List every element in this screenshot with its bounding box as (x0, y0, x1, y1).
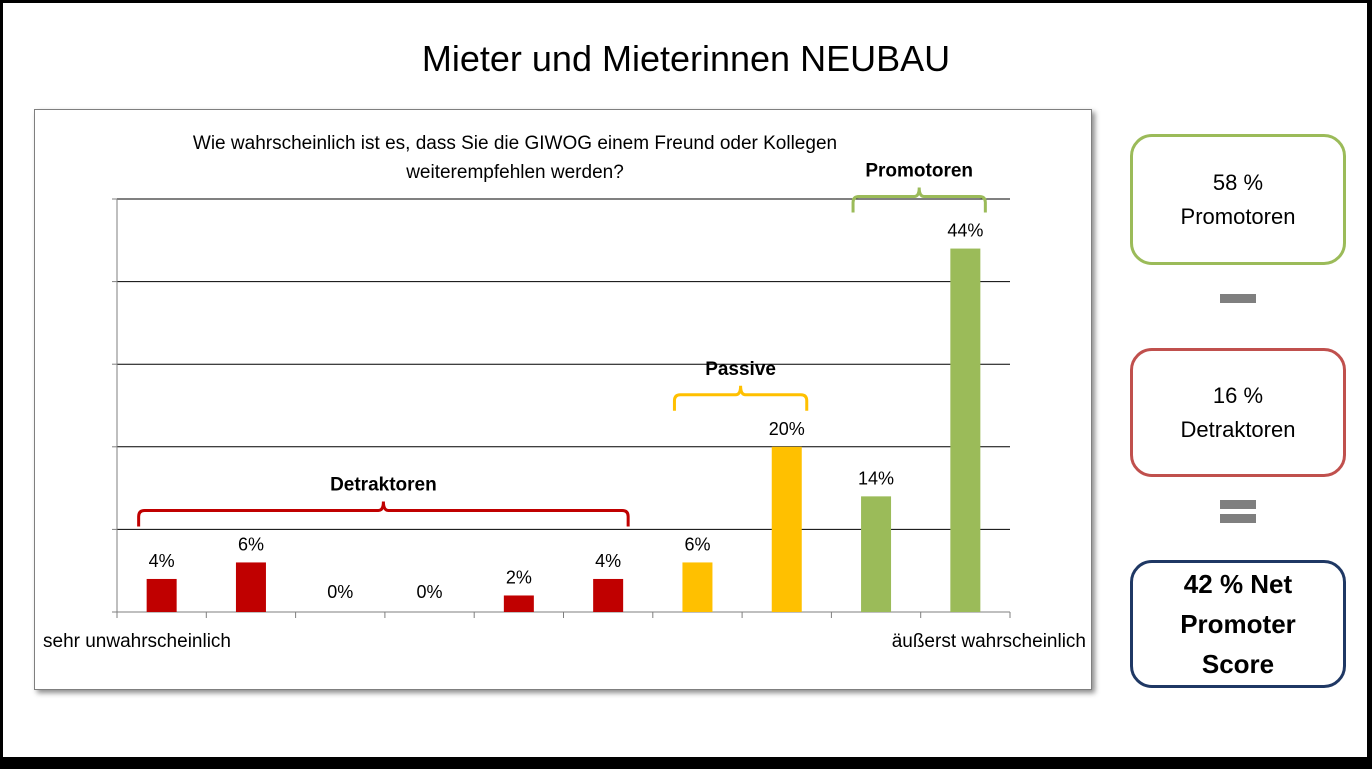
data-label: 2% (506, 567, 532, 587)
detraktoren-percent: 16 % (1212, 382, 1264, 408)
bar-5 (503, 595, 534, 612)
data-label: 6% (238, 534, 264, 554)
promotoren-percent: 58 % (1212, 169, 1264, 195)
nps-summary-box: 42 % Net Promoter Score (1130, 560, 1346, 688)
data-label: 4% (595, 551, 621, 571)
group-label-detraktoren: Detraktoren (330, 474, 437, 495)
data-label: 20% (769, 419, 805, 439)
data-label: 0% (327, 582, 353, 602)
bar-8 (771, 446, 802, 612)
bar-7 (682, 562, 713, 612)
group-label-passive: Passive (705, 359, 776, 380)
x-left-label: sehr unwahrscheinlich (43, 631, 231, 652)
bar-1 (146, 578, 177, 612)
bar-2 (235, 562, 266, 612)
chart-title-line-2: weiterempfehlen werden? (406, 162, 624, 183)
chart-panel: Wie wahrscheinlich ist es, dass Sie die … (34, 109, 1092, 690)
group-label-promotoren: Promotoren (865, 161, 973, 182)
detraktoren-label: Detraktoren (1180, 416, 1296, 442)
nps-line-3: Score (1201, 649, 1275, 679)
chart-title-line-1: Wie wahrscheinlich ist es, dass Sie die … (192, 133, 838, 154)
bracket-promotoren (851, 187, 987, 213)
data-label: 4% (149, 551, 175, 571)
promotoren-label: Promotoren (1180, 203, 1296, 229)
bar-chart: 4% 6% 0% 0% 2% 4% 6% 20% 14% 44% sehr unwahrschein… (43, 161, 1086, 652)
bracket-passive (672, 385, 809, 411)
bar-10 (950, 248, 981, 612)
data-label: 0% (417, 582, 443, 602)
nps-line-1: 42 % Net (1183, 569, 1293, 599)
data-label: 14% (858, 468, 894, 488)
detraktoren-summary-box: 16 % Detraktoren (1130, 348, 1346, 477)
data-label: 6% (684, 534, 710, 554)
minus-sign (1220, 294, 1256, 303)
bar-9 (861, 496, 892, 612)
slide-title: Mieter und Mieterinnen NEUBAU (421, 38, 951, 79)
nps-line-2: Promoter (1180, 609, 1296, 639)
bar-6 (593, 578, 624, 612)
chart-title: Wie wahrscheinlich ist es, dass Sie die … (185, 129, 845, 187)
x-right-label: äußerst wahrscheinlich (892, 631, 1086, 652)
data-label: 44% (947, 221, 983, 241)
bracket-detraktoren (137, 501, 630, 527)
promotoren-summary-box: 58 % Promotoren (1130, 134, 1346, 265)
